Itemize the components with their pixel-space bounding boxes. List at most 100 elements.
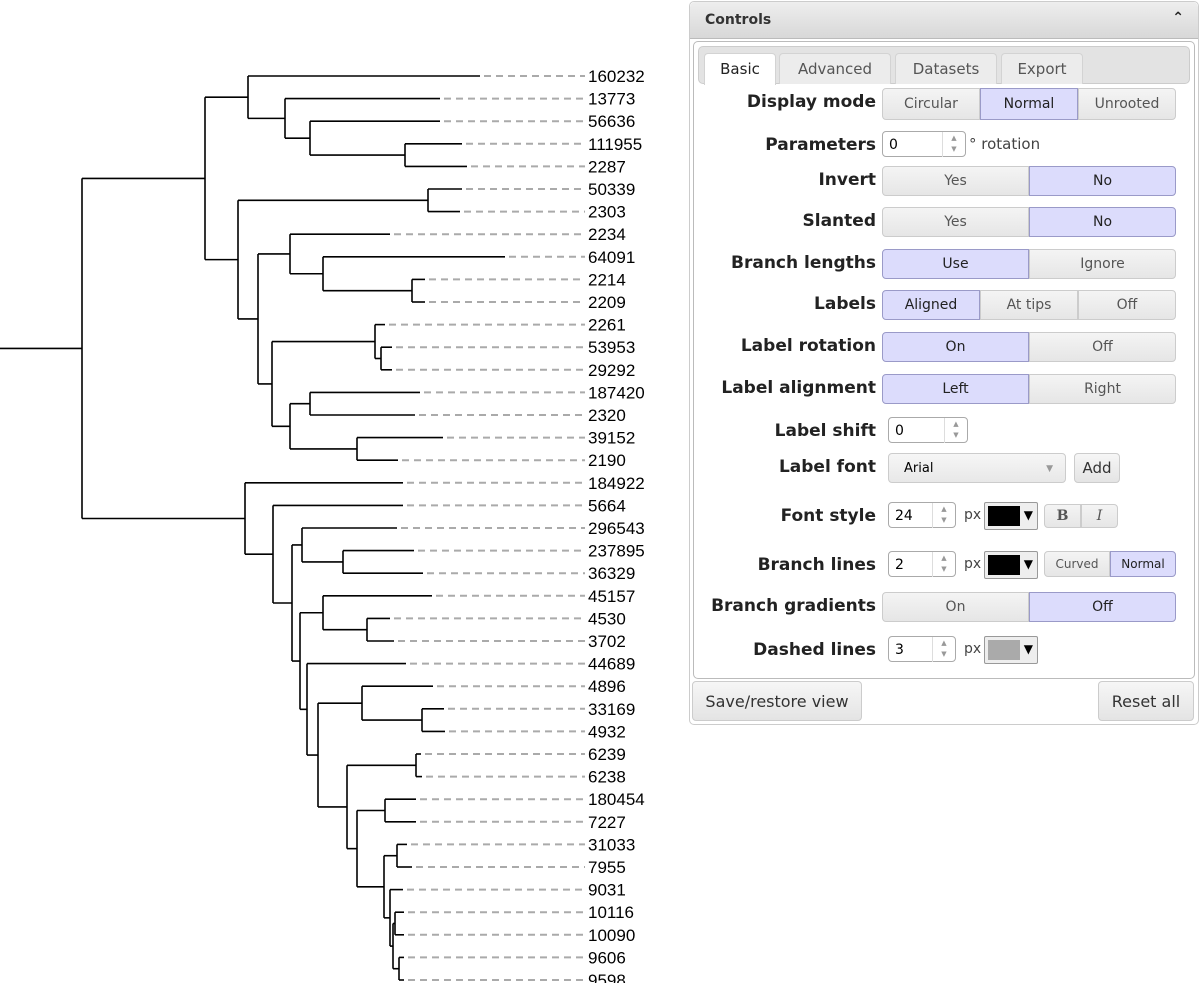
labels-option-at-tips[interactable]: At tips: [980, 290, 1078, 320]
rotation-input[interactable]: 0 ▲ ▼: [882, 131, 966, 157]
leaf-label: 180454: [588, 790, 645, 809]
color-swatch: [988, 555, 1020, 575]
display-mode-option-circular[interactable]: Circular: [882, 88, 980, 120]
font-unit: px: [964, 507, 982, 523]
label-shift-input[interactable]: 0 ▲ ▼: [888, 417, 968, 443]
leaf-label: 36329: [588, 564, 635, 583]
label-alignment-option-right[interactable]: Right: [1029, 374, 1176, 404]
bold-button[interactable]: B: [1044, 504, 1081, 528]
slanted-label: Slanted: [802, 211, 876, 231]
leaf-label: 29292: [588, 361, 635, 380]
label-alignment-toggle: Left Right: [882, 374, 1176, 404]
label-rotation-option-on[interactable]: On: [882, 332, 1029, 362]
leaf-label: 9606: [588, 948, 626, 967]
leaf-label: 44689: [588, 655, 635, 674]
display-mode-option-unrooted[interactable]: Unrooted: [1078, 88, 1176, 120]
leaf-label: 4530: [588, 609, 626, 628]
spinner-arrows-icon[interactable]: ▲ ▼: [932, 637, 955, 662]
label-font-select[interactable]: Arial ▼: [888, 453, 1066, 483]
leaf-label: 6238: [588, 768, 626, 787]
leaf-label: 237895: [588, 542, 645, 561]
tab-datasets[interactable]: Datasets: [895, 53, 997, 84]
spinner-arrows-icon[interactable]: ▲ ▼: [942, 132, 965, 157]
color-swatch: [988, 640, 1020, 660]
label-font-label: Label font: [778, 457, 876, 477]
labels-option-aligned[interactable]: Aligned: [882, 290, 980, 320]
dashed-color-picker[interactable]: ▼: [984, 636, 1038, 664]
leaf-label: 9598: [588, 971, 626, 983]
chevron-up-icon[interactable]: ⌃: [1172, 10, 1184, 26]
labels-option-off[interactable]: Off: [1078, 290, 1176, 320]
save-restore-view-button[interactable]: Save/restore view: [692, 681, 862, 721]
font-color-picker[interactable]: ▼: [984, 502, 1038, 530]
spinner-arrows-icon[interactable]: ▲ ▼: [944, 418, 967, 443]
leaf-label: 50339: [588, 180, 635, 199]
leaf-label: 2261: [588, 316, 626, 335]
label-rotation-option-off[interactable]: Off: [1029, 332, 1176, 362]
branch-style-toggle: Curved Normal: [1044, 551, 1176, 577]
dropdown-arrow-icon: ▼: [1023, 557, 1033, 571]
label-alignment-option-left[interactable]: Left: [882, 374, 1029, 404]
branch-lengths-option-use[interactable]: Use: [882, 249, 1029, 279]
reset-all-button[interactable]: Reset all: [1098, 681, 1194, 721]
dashed-lines-label: Dashed lines: [753, 640, 876, 660]
font-size-value: 24: [895, 508, 913, 524]
dashed-width-value: 3: [895, 642, 904, 658]
display-mode-option-normal[interactable]: Normal: [980, 88, 1078, 120]
italic-button[interactable]: I: [1081, 504, 1118, 528]
branch-lengths-label: Branch lengths: [731, 253, 876, 273]
dropdown-arrow-icon: ▼: [1046, 464, 1053, 474]
leaf-label: 53953: [588, 338, 635, 357]
color-swatch: [988, 506, 1020, 526]
leaf-label: 39152: [588, 429, 635, 448]
dropdown-arrow-icon: ▼: [1023, 508, 1033, 522]
branch-gradients-option-off[interactable]: Off: [1029, 592, 1176, 622]
leaf-label: 2287: [588, 157, 626, 176]
branch-lengths-toggle: Use Ignore: [882, 249, 1176, 279]
leaf-label: 3702: [588, 632, 626, 651]
controls-title: Controls: [705, 12, 772, 28]
invert-option-yes[interactable]: Yes: [882, 166, 1029, 196]
display-mode-toggle: Circular Normal Unrooted: [882, 88, 1176, 120]
branch-style-option-normal[interactable]: Normal: [1110, 551, 1176, 577]
leaf-label: 7227: [588, 813, 626, 832]
leaf-label: 111955: [588, 135, 642, 154]
font-size-input[interactable]: 24 ▲ ▼: [888, 502, 956, 528]
tab-advanced[interactable]: Advanced: [779, 53, 891, 84]
branch-lines-label: Branch lines: [757, 555, 876, 575]
leaf-label: 2209: [588, 293, 626, 312]
add-font-button[interactable]: Add: [1074, 453, 1120, 483]
branch-color-picker[interactable]: ▼: [984, 551, 1038, 579]
label-rotation-label: Label rotation: [740, 336, 876, 356]
rotation-unit: ° rotation: [969, 135, 1041, 153]
leaf-label: 5664: [588, 496, 626, 515]
leaf-label: 296543: [588, 519, 645, 538]
tab-export[interactable]: Export: [1001, 53, 1083, 84]
label-alignment-label: Label alignment: [721, 378, 876, 398]
branch-width-value: 2: [895, 557, 904, 573]
font-style-label: Font style: [780, 506, 876, 526]
branch-width-input[interactable]: 2 ▲ ▼: [888, 551, 956, 577]
leaf-label: 7955: [588, 858, 626, 877]
branch-gradients-option-on[interactable]: On: [882, 592, 1029, 622]
branch-lengths-option-ignore[interactable]: Ignore: [1029, 249, 1176, 279]
controls-panel: Controls ⌃ Basic Advanced Datasets Expor…: [689, 1, 1199, 725]
leaf-label: 45157: [588, 587, 635, 606]
leaf-label: 184922: [588, 474, 645, 493]
spinner-arrows-icon[interactable]: ▲ ▼: [932, 503, 955, 528]
leaf-label: 64091: [588, 248, 635, 267]
tab-basic[interactable]: Basic: [704, 53, 776, 85]
leaf-label: 56636: [588, 112, 635, 131]
leaf-label: 2190: [588, 451, 626, 470]
leaf-label: 4896: [588, 677, 626, 696]
controls-header[interactable]: Controls ⌃: [690, 2, 1198, 39]
slanted-option-no[interactable]: No: [1029, 207, 1176, 237]
leaf-label: 31033: [588, 835, 635, 854]
spinner-arrows-icon[interactable]: ▲ ▼: [932, 552, 955, 577]
dashed-width-input[interactable]: 3 ▲ ▼: [888, 636, 956, 662]
invert-option-no[interactable]: No: [1029, 166, 1176, 196]
branch-style-option-curved[interactable]: Curved: [1044, 551, 1110, 577]
leaf-label: 9031: [588, 881, 626, 900]
phylogenetic-tree: 160232 13773 56636 111955 2287 50339 2303 2234 6…: [0, 67, 645, 983]
slanted-option-yes[interactable]: Yes: [882, 207, 1029, 237]
